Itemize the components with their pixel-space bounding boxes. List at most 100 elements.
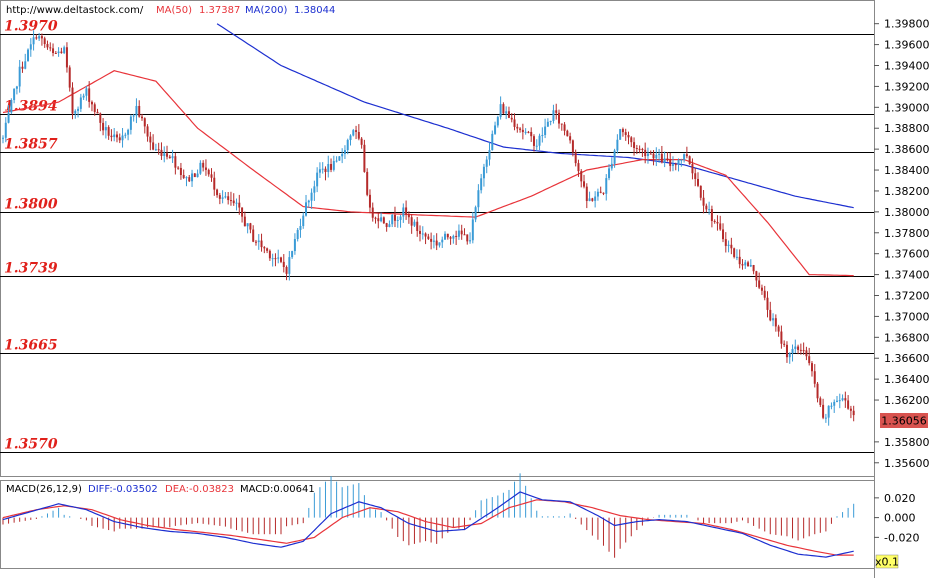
- candle-body: [546, 121, 549, 127]
- candle-body: [204, 167, 207, 170]
- candle-body: [49, 47, 52, 49]
- candle-body: [519, 128, 522, 130]
- candle-body: [65, 47, 68, 68]
- candle-body: [694, 173, 697, 179]
- candle-body: [93, 104, 96, 112]
- candle-body: [238, 202, 241, 208]
- price-tick-label: 1.37600: [884, 248, 930, 261]
- price-tick-label: 1.39600: [884, 39, 930, 52]
- candle-body: [413, 221, 416, 226]
- candle-body: [299, 226, 302, 230]
- candle-body: [352, 130, 355, 136]
- candle-body: [635, 148, 638, 150]
- zoom-badge-bg[interactable]: [875, 554, 899, 569]
- candle-body: [730, 244, 733, 249]
- candle-body: [268, 250, 271, 259]
- candle-body: [530, 131, 533, 137]
- candle-body: [168, 156, 171, 159]
- candle-body: [249, 223, 252, 230]
- price-tick-label: 1.37000: [884, 310, 930, 323]
- candle-body: [697, 178, 699, 186]
- candle-body: [638, 148, 641, 150]
- candle-body: [630, 137, 633, 143]
- candle-body: [441, 239, 444, 243]
- candle-body: [741, 264, 744, 266]
- candle-body: [35, 37, 38, 39]
- candle-body: [349, 135, 352, 140]
- candle-body: [641, 149, 644, 151]
- candle-body: [102, 122, 105, 131]
- candle-body: [368, 194, 371, 208]
- candle-body: [749, 265, 752, 267]
- candle-body: [338, 156, 341, 161]
- candle-body: [457, 230, 460, 237]
- level-label: 1.3857: [4, 137, 58, 153]
- candle-body: [380, 217, 383, 222]
- candle-body: [46, 44, 49, 48]
- candle-body: [430, 238, 433, 242]
- candle-body: [152, 142, 155, 150]
- candle-body: [733, 248, 736, 257]
- candle-body: [685, 154, 688, 157]
- candle-body: [596, 191, 599, 197]
- candle-body: [588, 198, 591, 201]
- candle-body: [243, 216, 246, 227]
- candle-body: [463, 234, 466, 236]
- candle-body: [18, 66, 21, 87]
- candle-body: [410, 217, 413, 226]
- candle-body: [229, 200, 232, 202]
- candlesticks: [2, 30, 855, 426]
- candle-body: [797, 346, 800, 350]
- zoom-badge[interactable]: x0.1: [875, 556, 899, 569]
- candle-body: [54, 52, 57, 54]
- candle-body: [699, 185, 702, 198]
- candle-body: [722, 229, 725, 240]
- candle-body: [127, 129, 130, 135]
- candle-body: [77, 108, 80, 111]
- candle-body: [396, 219, 399, 221]
- macd-diff: DIFF:-0.03502: [88, 484, 158, 495]
- candle-body: [310, 192, 313, 201]
- candle-body: [374, 217, 377, 219]
- macd-tick-label: 0.000: [884, 512, 916, 525]
- candle-body: [132, 115, 135, 117]
- candle-body: [407, 214, 410, 218]
- candle-body: [174, 156, 177, 168]
- candle-body: [277, 257, 280, 259]
- candle-body: [849, 408, 852, 411]
- candle-body: [191, 173, 194, 182]
- candle-body: [124, 134, 127, 136]
- candle-body: [766, 297, 769, 310]
- candle-body: [107, 127, 110, 136]
- candle-body: [199, 162, 202, 174]
- price-tick-label: 1.37400: [884, 269, 930, 282]
- candle-body: [794, 346, 797, 349]
- price-tick-label: 1.39200: [884, 80, 930, 93]
- candle-body: [138, 105, 141, 117]
- candle-body: [527, 131, 530, 133]
- macd-value: MACD:0.00641: [240, 484, 315, 495]
- candle-body: [621, 129, 624, 133]
- candle-body: [260, 240, 263, 248]
- candle-body: [836, 400, 838, 402]
- candle-body: [216, 189, 219, 196]
- candle-body: [452, 235, 455, 239]
- candle-body: [388, 224, 391, 227]
- candle-body: [819, 398, 822, 405]
- candle-body: [207, 169, 210, 175]
- macd-diff-line: [2, 491, 854, 558]
- candle-body: [307, 200, 310, 203]
- candle-body: [285, 267, 288, 274]
- candle-body: [652, 153, 655, 159]
- candle-body: [538, 135, 541, 146]
- candle-body: [574, 152, 577, 164]
- candle-body: [599, 191, 602, 193]
- level-label: 1.3570: [4, 437, 58, 453]
- candle-body: [424, 233, 427, 237]
- candle-body: [32, 37, 35, 45]
- candle-body: [738, 256, 741, 265]
- price-tick-label: 1.38200: [884, 185, 930, 198]
- candle-body: [218, 195, 221, 199]
- candle-body: [719, 223, 722, 230]
- candle-body: [532, 136, 535, 146]
